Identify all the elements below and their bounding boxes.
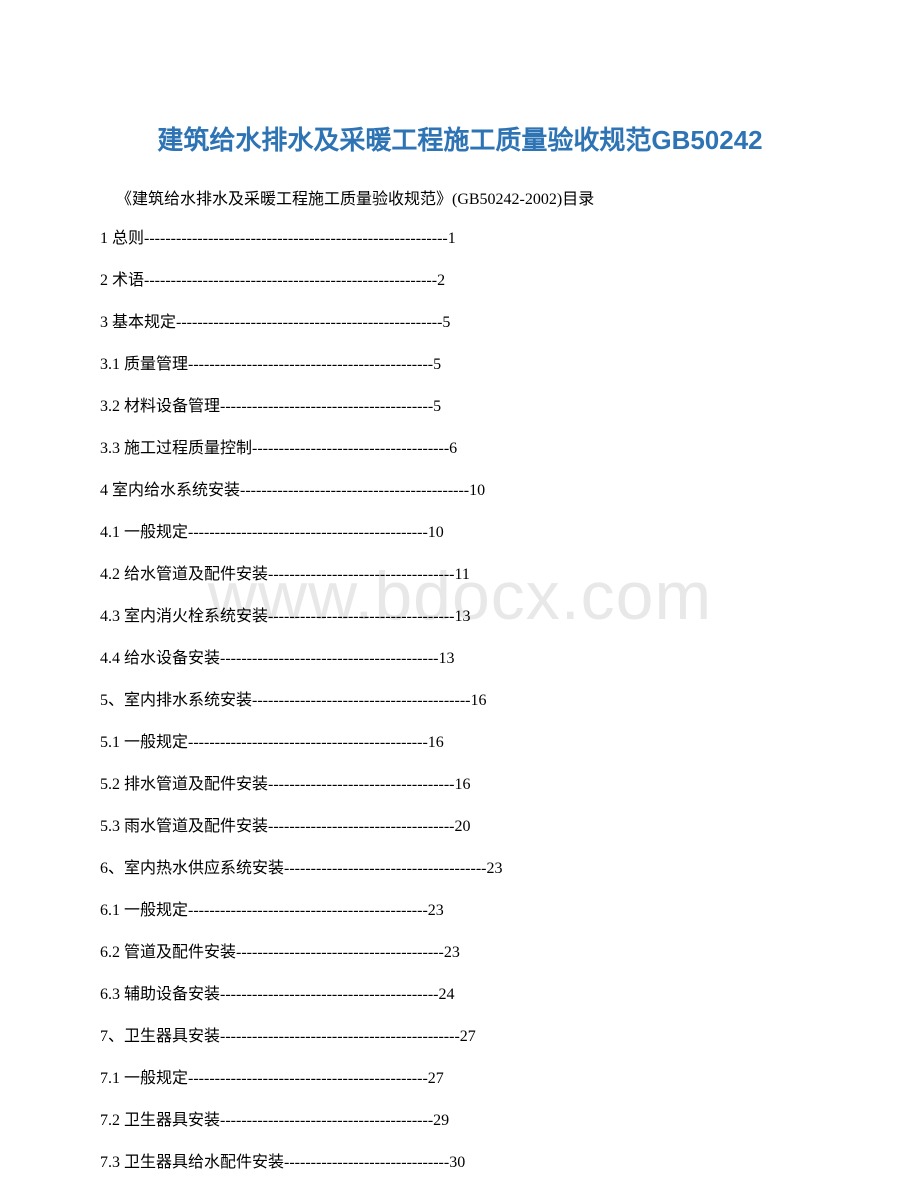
toc-entry: 6.2 管道及配件安装-----------------------------… bbox=[100, 941, 820, 965]
toc-entry-page: 5 bbox=[442, 314, 450, 331]
toc-entry-label: 3 基本规定 bbox=[100, 314, 176, 331]
toc-entry-label: 4 室内给水系统安装 bbox=[100, 482, 240, 499]
toc-entry-page: 16 bbox=[470, 692, 486, 709]
toc-entry-label: 7.3 卫生器具给水配件安装 bbox=[100, 1154, 284, 1171]
document-title: 建筑给水排水及采暖工程施工质量验收规范GB50242 bbox=[100, 120, 820, 157]
toc-entry-dashes: ----------------------------------------… bbox=[188, 1070, 428, 1087]
toc-entry-dashes: --------------------------------------- bbox=[236, 944, 444, 961]
toc-entry-page: 5 bbox=[433, 356, 441, 373]
toc-entry-label: 4.4 给水设备安装 bbox=[100, 650, 220, 667]
toc-entry-label: 6.1 一般规定 bbox=[100, 902, 188, 919]
toc-entry: 4.4 给水设备安装------------------------------… bbox=[100, 647, 820, 671]
toc-entry: 6.3 辅助设备安装------------------------------… bbox=[100, 983, 820, 1007]
toc-entry: 4.2 给水管道及配件安装---------------------------… bbox=[100, 563, 820, 587]
toc-entry-page: 23 bbox=[444, 944, 460, 961]
toc-entry-dashes: ---------------------------------------- bbox=[220, 1112, 433, 1129]
toc-container: 1 总则------------------------------------… bbox=[100, 227, 820, 1175]
toc-entry: 7.2 卫生器具安装------------------------------… bbox=[100, 1109, 820, 1133]
toc-entry: 5.1 一般规定--------------------------------… bbox=[100, 731, 820, 755]
toc-entry-page: 5 bbox=[433, 398, 441, 415]
toc-entry-label: 3.1 质量管理 bbox=[100, 356, 188, 373]
toc-entry-dashes: ----------------------------------------… bbox=[188, 524, 428, 541]
toc-entry-dashes: ---------------------------------------- bbox=[220, 398, 433, 415]
toc-entry-label: 6.2 管道及配件安装 bbox=[100, 944, 236, 961]
toc-entry-dashes: ----------------------------------------… bbox=[220, 1028, 460, 1045]
toc-entry-page: 10 bbox=[469, 482, 485, 499]
toc-entry-page: 1 bbox=[448, 230, 456, 247]
toc-entry-label: 4.1 一般规定 bbox=[100, 524, 188, 541]
toc-entry-label: 2 术语 bbox=[100, 272, 144, 289]
toc-entry-page: 16 bbox=[455, 776, 471, 793]
toc-entry-label: 5.3 雨水管道及配件安装 bbox=[100, 818, 268, 835]
toc-entry-page: 6 bbox=[449, 440, 457, 457]
toc-entry: 6、室内热水供应系统安装----------------------------… bbox=[100, 857, 820, 881]
toc-entry: 2 术语------------------------------------… bbox=[100, 269, 820, 293]
toc-entry: 7.3 卫生器具给水配件安装--------------------------… bbox=[100, 1151, 820, 1175]
toc-entry-dashes: ----------------------------------------… bbox=[240, 482, 469, 499]
toc-entry: 4.3 室内消火栓系统安装---------------------------… bbox=[100, 605, 820, 629]
toc-entry: 1 总则------------------------------------… bbox=[100, 227, 820, 251]
toc-entry-label: 1 总则 bbox=[100, 230, 144, 247]
document-content: 建筑给水排水及采暖工程施工质量验收规范GB50242 《建筑给水排水及采暖工程施… bbox=[100, 120, 820, 1175]
toc-entry: 7.1 一般规定--------------------------------… bbox=[100, 1067, 820, 1091]
toc-entry-page: 27 bbox=[460, 1028, 476, 1045]
toc-entry-page: 13 bbox=[438, 650, 454, 667]
toc-entry-label: 4.2 给水管道及配件安装 bbox=[100, 566, 268, 583]
toc-entry-label: 7、卫生器具安装 bbox=[100, 1028, 220, 1045]
toc-entry-page: 16 bbox=[428, 734, 444, 751]
toc-entry-page: 24 bbox=[438, 986, 454, 1003]
toc-entry-label: 5.1 一般规定 bbox=[100, 734, 188, 751]
toc-entry: 7、卫生器具安装--------------------------------… bbox=[100, 1025, 820, 1049]
toc-entry-label: 3.2 材料设备管理 bbox=[100, 398, 220, 415]
toc-entry: 3 基本规定----------------------------------… bbox=[100, 311, 820, 335]
toc-entry-dashes: ----------------------------------------… bbox=[144, 272, 437, 289]
toc-entry-label: 7.1 一般规定 bbox=[100, 1070, 188, 1087]
toc-entry-label: 5.2 排水管道及配件安装 bbox=[100, 776, 268, 793]
toc-entry-dashes: ----------------------------------------… bbox=[220, 650, 438, 667]
toc-entry-page: 29 bbox=[433, 1112, 449, 1129]
toc-entry-label: 5、室内排水系统安装 bbox=[100, 692, 252, 709]
toc-entry-dashes: ----------------------------------------… bbox=[188, 734, 428, 751]
toc-entry-page: 20 bbox=[455, 818, 471, 835]
toc-entry-dashes: ----------------------------------- bbox=[268, 776, 454, 793]
toc-entry: 5.2 排水管道及配件安装---------------------------… bbox=[100, 773, 820, 797]
toc-entry-dashes: -------------------------------------- bbox=[284, 860, 486, 877]
toc-entry-dashes: ------------------------------- bbox=[284, 1154, 449, 1171]
toc-entry: 5、室内排水系统安装------------------------------… bbox=[100, 689, 820, 713]
toc-entry-label: 7.2 卫生器具安装 bbox=[100, 1112, 220, 1129]
toc-entry-page: 2 bbox=[437, 272, 445, 289]
toc-entry-dashes: ----------------------------------- bbox=[268, 608, 454, 625]
toc-entry-page: 11 bbox=[455, 566, 470, 583]
toc-entry-page: 27 bbox=[428, 1070, 444, 1087]
toc-entry-dashes: ----------------------------------- bbox=[268, 566, 454, 583]
toc-entry: 3.2 材料设备管理------------------------------… bbox=[100, 395, 820, 419]
toc-entry: 5.3 雨水管道及配件安装---------------------------… bbox=[100, 815, 820, 839]
toc-entry-dashes: ----------------------------------------… bbox=[144, 230, 448, 247]
toc-entry-page: 30 bbox=[449, 1154, 465, 1171]
toc-entry: 3.3 施工过程质量控制----------------------------… bbox=[100, 437, 820, 461]
toc-entry-label: 4.3 室内消火栓系统安装 bbox=[100, 608, 268, 625]
toc-entry-label: 6.3 辅助设备安装 bbox=[100, 986, 220, 1003]
toc-entry-page: 13 bbox=[455, 608, 471, 625]
toc-entry-page: 23 bbox=[486, 860, 502, 877]
toc-entry-dashes: ------------------------------------- bbox=[252, 440, 449, 457]
toc-entry-dashes: ----------------------------------------… bbox=[220, 986, 438, 1003]
toc-entry-label: 6、室内热水供应系统安装 bbox=[100, 860, 284, 877]
toc-entry-dashes: ----------------------------------------… bbox=[188, 356, 433, 373]
toc-entry-dashes: ----------------------------------- bbox=[268, 818, 454, 835]
toc-entry: 3.1 质量管理--------------------------------… bbox=[100, 353, 820, 377]
toc-entry-page: 23 bbox=[428, 902, 444, 919]
toc-entry-dashes: ----------------------------------------… bbox=[188, 902, 428, 919]
toc-entry-label: 3.3 施工过程质量控制 bbox=[100, 440, 252, 457]
toc-entry-dashes: ----------------------------------------… bbox=[176, 314, 442, 331]
toc-entry: 4 室内给水系统安装------------------------------… bbox=[100, 479, 820, 503]
toc-entry: 6.1 一般规定--------------------------------… bbox=[100, 899, 820, 923]
toc-entry-dashes: ----------------------------------------… bbox=[252, 692, 470, 709]
toc-entry: 4.1 一般规定--------------------------------… bbox=[100, 521, 820, 545]
toc-entry-page: 10 bbox=[428, 524, 444, 541]
document-subtitle: 《建筑给水排水及采暖工程施工质量验收规范》(GB50242-2002)目录 bbox=[100, 185, 820, 209]
